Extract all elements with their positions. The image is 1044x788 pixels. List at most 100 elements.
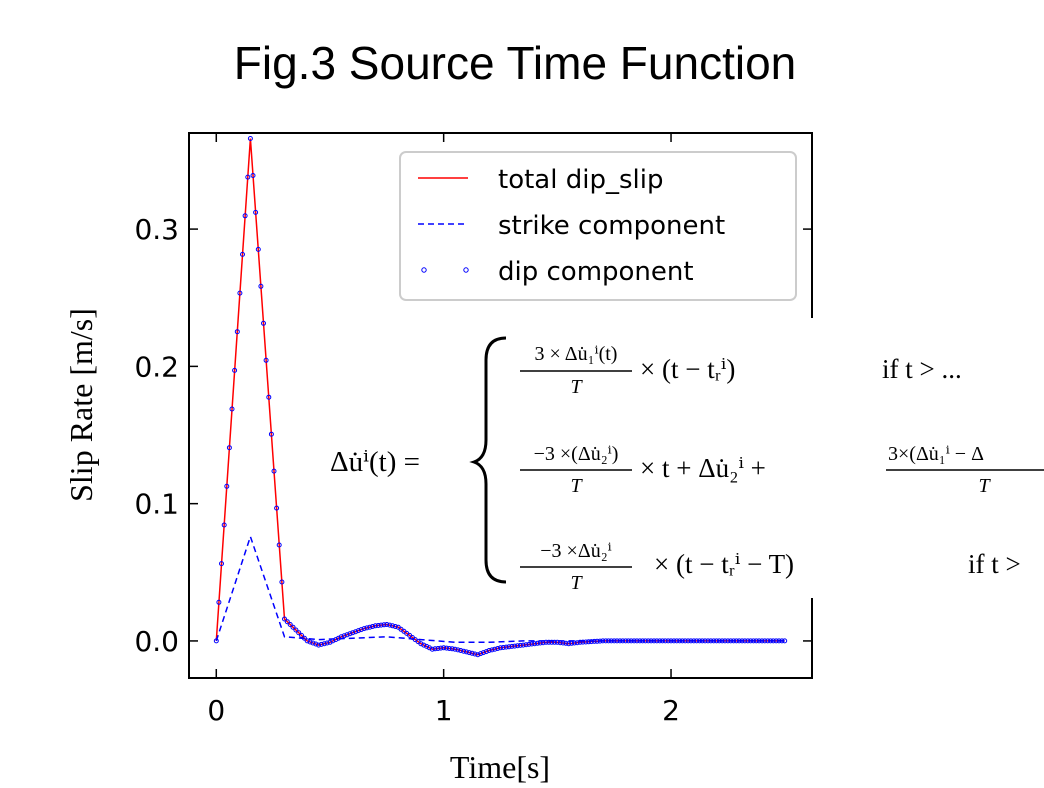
data-point-dip <box>472 651 478 657</box>
data-point-dip <box>318 641 324 647</box>
x-tick-label: 2 <box>662 694 680 727</box>
data-point-dip <box>540 640 546 646</box>
data-point-dip <box>293 627 299 633</box>
data-point-dip <box>591 638 597 644</box>
data-point-dip <box>742 638 748 644</box>
data-point-dip <box>234 329 240 335</box>
data-point-dip <box>773 638 779 644</box>
data-point-dip <box>722 638 728 644</box>
data-point-dip <box>480 650 486 656</box>
data-point-dip <box>751 638 756 644</box>
data-point-dip <box>642 638 648 644</box>
data-point-dip <box>432 646 438 652</box>
y-tick-label: 0.0 <box>134 625 179 658</box>
data-point-dip <box>350 630 356 636</box>
data-point-dip <box>594 638 600 644</box>
data-point-dip <box>716 638 722 644</box>
legend-label-total: total dip_slip <box>498 165 663 195</box>
data-point-dip <box>571 640 577 646</box>
data-point-dip <box>381 622 387 628</box>
data-point-dip <box>316 642 322 648</box>
data-point-dip <box>384 622 390 627</box>
data-point-dip <box>634 638 640 644</box>
data-point-dip <box>614 638 620 644</box>
eq-row1-numerator: 3 × Δu̇₁ⁱ(t) <box>535 343 618 365</box>
data-point-dip <box>517 642 523 648</box>
data-point-dip <box>486 648 492 653</box>
data-point-dip <box>623 638 629 644</box>
data-point-dip <box>372 623 378 629</box>
data-point-dip <box>466 650 472 656</box>
data-point-dip <box>240 251 245 257</box>
data-point-dip <box>731 638 737 644</box>
series-markers-dip-component <box>213 136 788 658</box>
data-point-dip <box>529 641 535 647</box>
data-point-dip <box>344 632 350 638</box>
data-point-dip <box>600 638 606 644</box>
data-point-dip <box>435 646 441 651</box>
data-point-dip <box>705 638 711 644</box>
data-point-dip <box>651 638 657 644</box>
data-point-dip <box>537 640 543 646</box>
data-point-dip <box>685 638 691 644</box>
data-point-dip <box>753 638 759 644</box>
eq-row2-numerator: −3 ×(Δu̇₂ⁱ) <box>534 443 619 465</box>
data-point-dip <box>478 651 484 657</box>
data-point-dip <box>765 638 771 644</box>
data-point-dip <box>498 645 503 651</box>
data-point-dip <box>469 650 475 656</box>
data-point-dip <box>586 639 592 645</box>
axis-ticks: 0 1 2 0.0 0.1 0.2 0.3 <box>134 133 812 727</box>
data-point-dip <box>532 641 538 647</box>
data-point-dip <box>247 136 253 141</box>
data-point-dip <box>608 638 614 644</box>
data-point-dip <box>268 431 274 437</box>
data-point-dip <box>660 638 665 644</box>
legend-label-strike: strike component <box>498 211 725 241</box>
eq-row2-denominator-2: T <box>978 475 991 497</box>
data-point-dip <box>654 638 660 644</box>
data-point-dip <box>682 638 688 644</box>
data-point-dip <box>759 638 765 644</box>
data-point-dip <box>232 367 238 373</box>
data-point-dip <box>611 638 617 644</box>
data-point-dip <box>438 645 444 651</box>
eq-row3-numerator: −3 ×Δu̇₂ⁱ <box>540 540 611 562</box>
data-point-dip <box>509 643 515 649</box>
chart-marks <box>213 136 788 658</box>
legend-box <box>399 151 797 301</box>
eq-row2-expression: × t + Δu̇₂ⁱ + <box>640 453 766 483</box>
data-point-dip <box>299 632 304 638</box>
data-point-dip <box>583 639 589 645</box>
data-point-dip <box>506 644 512 650</box>
eq-row3-expression: × (t − tᵣⁱ − T) <box>654 549 794 579</box>
data-point-dip <box>569 640 575 646</box>
data-point-dip <box>390 623 395 629</box>
data-point-dip <box>694 638 700 644</box>
data-point-dip <box>263 357 269 363</box>
data-point-dip <box>387 622 393 628</box>
data-point-dip <box>446 646 452 651</box>
data-point-dip <box>489 647 495 653</box>
data-point-dip <box>776 638 782 644</box>
equation-background <box>326 318 1044 598</box>
data-point-dip <box>546 639 552 645</box>
data-point-dip <box>492 646 498 652</box>
data-point-dip <box>736 638 742 644</box>
data-point-dip <box>697 638 702 644</box>
data-point-dip <box>355 628 361 634</box>
data-point-dip <box>444 645 449 651</box>
data-point-dip <box>756 638 762 644</box>
data-point-dip <box>475 652 481 658</box>
data-point-dip <box>625 638 631 644</box>
data-point-dip <box>216 599 222 605</box>
data-point-dip <box>219 561 224 567</box>
x-axis-label: Time[s] <box>450 749 550 785</box>
data-point-dip <box>515 643 521 649</box>
data-point-dip <box>637 638 643 644</box>
data-point-dip <box>266 394 272 400</box>
data-point-dip <box>279 579 285 585</box>
data-point-dip <box>688 638 694 644</box>
data-point-dip <box>321 641 327 647</box>
y-tick-label: 0.3 <box>134 213 179 246</box>
